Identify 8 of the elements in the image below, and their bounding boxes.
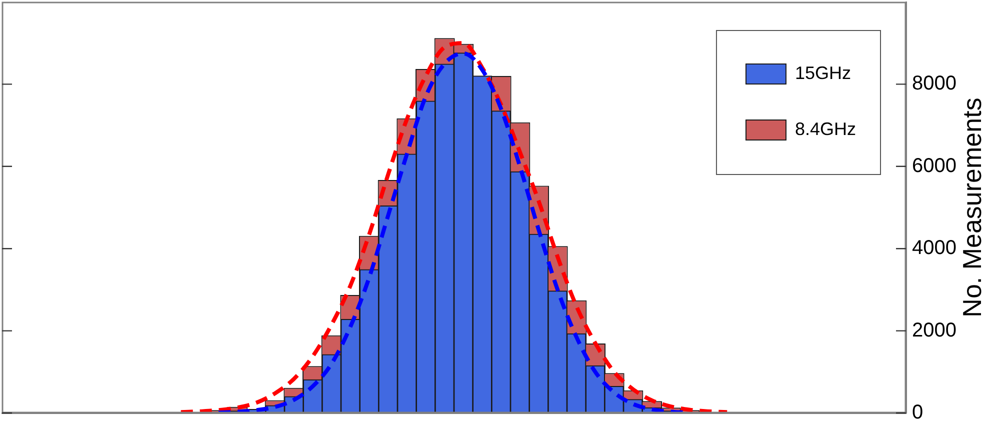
legend-label: 8.4GHz: [794, 118, 856, 139]
legend-label: 15GHz: [794, 62, 852, 83]
y-tick-label: 8000: [912, 72, 956, 95]
y-axis-title: No. Measurements: [957, 98, 986, 318]
y-tick-label: 6000: [912, 154, 956, 177]
y-tick-label: 2000: [912, 319, 956, 342]
y-tick-label: 0: [912, 402, 924, 421]
y-tick-label: 4000: [912, 237, 956, 260]
